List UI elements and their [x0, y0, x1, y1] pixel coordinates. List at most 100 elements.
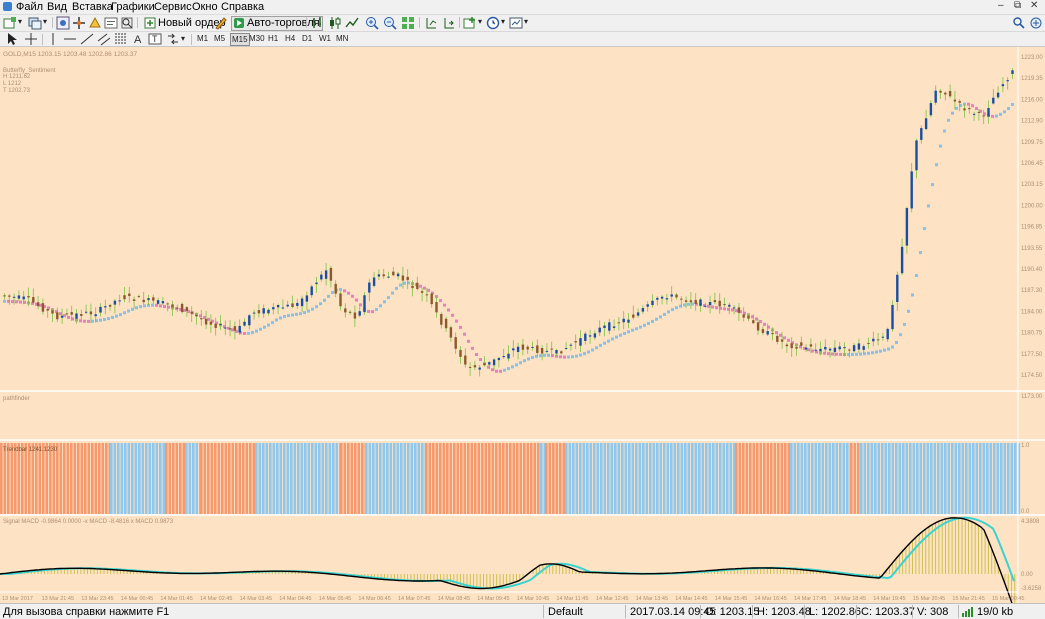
trendbar-bar [148, 443, 152, 514]
minimize-icon[interactable]: – [998, 0, 1004, 11]
ma-dot [839, 352, 842, 356]
trendbar-bar [200, 443, 203, 514]
candlesticks-icon[interactable] [328, 16, 342, 30]
trendbar-bar [421, 443, 424, 514]
timeframe-m1[interactable]: M1 [197, 34, 209, 43]
ma-dot [227, 326, 230, 330]
trendbar-bar [87, 443, 91, 514]
ma-dot [7, 299, 10, 303]
ma-dot [695, 302, 698, 306]
bar-chart-icon[interactable] [311, 16, 325, 30]
arrows-icon[interactable] [166, 32, 180, 46]
data-window-icon[interactable] [72, 16, 86, 30]
close-icon[interactable]: ✕ [1030, 0, 1039, 11]
trendbar-bar [543, 443, 547, 514]
trendbar-bar [912, 443, 916, 514]
templates-icon[interactable] [509, 16, 523, 30]
menu-help[interactable]: Справка [221, 1, 265, 13]
trendbar-bar [663, 443, 666, 514]
candle-body [195, 314, 198, 317]
timeframe-m15[interactable]: M15 [230, 33, 250, 46]
connection-icon[interactable] [962, 607, 974, 617]
trendbar-bar [502, 443, 505, 514]
timeframe-mn[interactable]: MN [336, 34, 349, 43]
timeframe-w1[interactable]: W1 [319, 34, 331, 43]
menu-insert[interactable]: Вставка [72, 1, 113, 13]
ma-dot [499, 369, 502, 373]
meta-editor-icon[interactable] [214, 16, 228, 30]
tile-windows-icon[interactable] [401, 16, 415, 30]
dropdown-arrow-icon[interactable]: ▾ [43, 17, 48, 26]
chart-window[interactable]: GOLD,M15 1203.15 1203.48 1202.86 1203.37… [0, 47, 1045, 612]
market-watch-icon[interactable] [56, 16, 70, 30]
candle-body [401, 275, 405, 281]
timeframe-m5[interactable]: M5 [214, 34, 226, 43]
candle-body [464, 355, 467, 365]
time-tick-label: 14 Mar 16:45 [754, 596, 786, 602]
fibonacci-icon[interactable] [114, 32, 128, 46]
chart-shift-icon[interactable] [424, 16, 438, 30]
menu-file[interactable]: Файл [16, 1, 44, 13]
timeframe-m30[interactable]: M30 [249, 34, 265, 43]
trendline-icon[interactable] [80, 32, 94, 46]
ma-dot [231, 328, 234, 332]
text-label-icon[interactable]: T [148, 32, 162, 46]
dropdown-arrow-icon[interactable]: ▾ [181, 34, 186, 43]
terminal-icon[interactable] [104, 16, 118, 30]
candle-body [862, 346, 865, 350]
trendbar-bar [975, 443, 979, 514]
ma-dot [631, 328, 634, 332]
autoscroll-icon[interactable] [442, 16, 456, 30]
menu-charts[interactable]: Графики [111, 1, 155, 13]
tester-icon[interactable] [120, 16, 134, 30]
candle-body [732, 307, 736, 309]
restore-icon[interactable]: ⧉ [1014, 0, 1022, 11]
zoom-out-icon[interactable] [383, 16, 397, 30]
trendbar-bar [386, 443, 389, 514]
horizontal-line-icon[interactable] [63, 32, 77, 46]
channel-icon[interactable] [97, 32, 111, 46]
ma-dot [643, 323, 646, 327]
navigator-icon[interactable] [88, 16, 102, 30]
ma-dot [611, 337, 614, 341]
timeframe-d1[interactable]: D1 [302, 34, 313, 43]
timeframe-h4[interactable]: H4 [285, 34, 296, 43]
menu-window[interactable]: Окно [192, 1, 218, 13]
trendbar-bar [498, 443, 502, 514]
cursor-icon[interactable] [5, 32, 19, 46]
periods-icon[interactable] [486, 16, 500, 30]
candle-body [185, 307, 189, 311]
new-chart-icon[interactable] [3, 16, 17, 30]
candle-body [224, 327, 227, 329]
ma-dot [583, 352, 586, 356]
line-chart-icon[interactable] [345, 16, 359, 30]
autotrading-button[interactable]: Авто-торговля [231, 16, 323, 31]
trendbar-bar [624, 443, 628, 514]
indicators-icon[interactable] [463, 16, 477, 30]
dropdown-arrow-icon[interactable]: ▾ [524, 17, 529, 26]
profiles-icon[interactable] [28, 16, 42, 30]
search-icon[interactable] [1012, 16, 1026, 30]
ma-dot [207, 317, 210, 321]
trendbar-bar [968, 443, 972, 514]
ma-dot [727, 307, 730, 311]
indicator-label: Butterfly_Sentiment [3, 68, 56, 74]
candle-body [713, 300, 717, 303]
ma-dot [775, 331, 778, 335]
crosshair-icon[interactable] [24, 32, 38, 46]
menu-view[interactable]: Вид [47, 1, 67, 13]
text-tool-icon[interactable]: A [131, 32, 145, 46]
price-chart[interactable]: GOLD,M15 1203.15 1203.48 1202.86 1203.37… [0, 47, 1045, 612]
candle-body [99, 306, 102, 313]
dropdown-arrow-icon[interactable]: ▾ [478, 17, 483, 26]
timeframe-h1[interactable]: H1 [268, 34, 279, 43]
trendbar-bar [846, 443, 849, 514]
menu-tools[interactable]: Сервис [154, 1, 192, 13]
dropdown-arrow-icon[interactable]: ▾ [501, 17, 506, 26]
zoom-in-icon[interactable] [365, 16, 379, 30]
dropdown-arrow-icon[interactable]: ▾ [18, 17, 23, 26]
ma-dot [343, 289, 346, 293]
new-order-button[interactable]: Новый ордер [142, 16, 229, 31]
community-icon[interactable] [1029, 16, 1043, 30]
vertical-line-icon[interactable] [46, 32, 60, 46]
